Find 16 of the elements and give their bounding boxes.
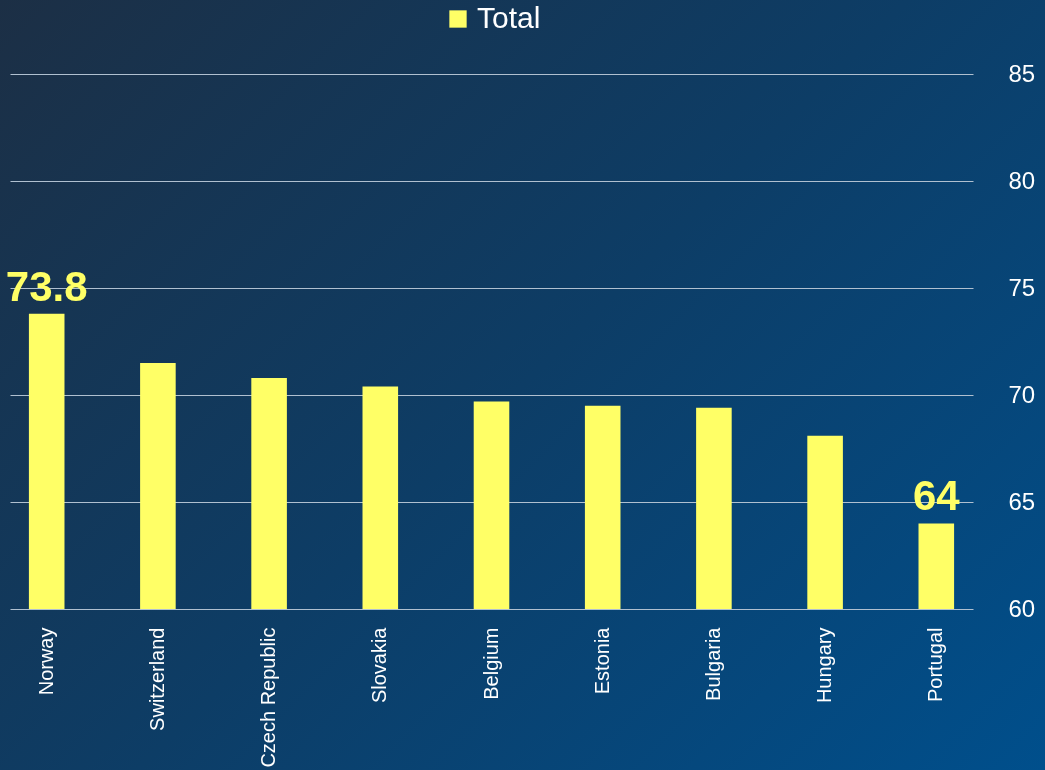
y-tick-label: 65 bbox=[1008, 487, 1036, 515]
x-tick-label: Czech Republic bbox=[257, 627, 280, 768]
x-tick-label: Bulgaria bbox=[701, 626, 724, 701]
y-tick-label: 70 bbox=[1008, 380, 1036, 408]
x-tick-label: Hungary bbox=[813, 627, 836, 704]
y-tick-label: 85 bbox=[1008, 59, 1036, 87]
x-tick-label: Portugal bbox=[924, 627, 947, 702]
legend-label: Total bbox=[477, 1, 541, 34]
x-tick-label: Norway bbox=[34, 627, 57, 696]
y-tick-label: 75 bbox=[1008, 273, 1036, 301]
y-tick-label: 80 bbox=[1008, 166, 1036, 194]
x-tick-label: Belgium bbox=[479, 627, 502, 700]
x-tick-label: Switzerland bbox=[145, 627, 168, 731]
x-tick-label: Estonia bbox=[590, 626, 613, 695]
x-tick-label: Slovakia bbox=[368, 626, 391, 704]
y-tick-label: 60 bbox=[1008, 594, 1036, 622]
